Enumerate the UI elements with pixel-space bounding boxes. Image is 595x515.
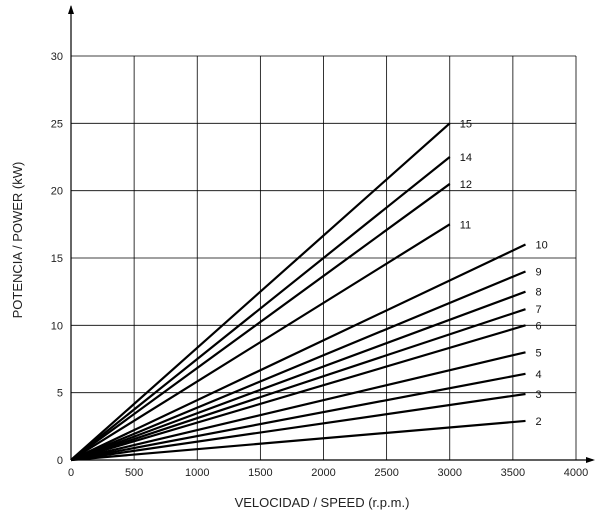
series-line-8 (70, 290, 526, 462)
y-tick-label: 30 (51, 51, 63, 63)
series-label-2: 2 (536, 416, 542, 428)
x-tick-label: 2000 (311, 467, 335, 479)
series-line-2 (70, 419, 526, 462)
x-axis-arrow (586, 457, 595, 463)
y-tick-label: 5 (57, 388, 63, 400)
series-label-4: 4 (536, 369, 542, 381)
x-tick-label: 1000 (185, 467, 209, 479)
series-label-15: 15 (460, 118, 472, 130)
series-label-8: 8 (536, 287, 542, 299)
series-line-7 (70, 308, 526, 462)
series-label-11: 11 (460, 219, 471, 231)
series-line-12 (70, 183, 451, 461)
series-line-5 (70, 351, 526, 462)
series-label-7: 7 (536, 304, 542, 316)
series-label-5: 5 (536, 347, 542, 359)
y-tick-label: 15 (51, 253, 63, 265)
x-tick-label: 3500 (501, 467, 525, 479)
series-label-14: 14 (460, 152, 472, 164)
series-label-6: 6 (536, 320, 542, 332)
y-tick-label: 0 (57, 455, 63, 467)
x-tick-label: 3000 (438, 467, 462, 479)
series-label-10: 10 (536, 240, 548, 252)
x-axis-title: VELOCIDAD / SPEED (r.p.m.) (235, 495, 410, 510)
y-tick-label: 25 (51, 118, 63, 130)
x-tick-label: 4000 (564, 467, 588, 479)
series-label-3: 3 (536, 389, 542, 401)
series-label-9: 9 (536, 266, 542, 278)
series-lines (70, 122, 526, 462)
x-tick-label: 500 (125, 467, 143, 479)
series-line-14 (70, 156, 451, 461)
series-labels: 15 14 12 11 10 9 8 7 6 5 4 3 2 (460, 118, 548, 428)
series-label-12: 12 (460, 179, 472, 191)
series-line-15 (70, 122, 451, 461)
tick-labels: 0 500 1000 1500 2000 2500 3000 3500 4000 0 5 10 15 20… (51, 51, 588, 479)
x-tick-label: 2500 (374, 467, 398, 479)
y-tick-label: 20 (51, 186, 63, 198)
series-line-3 (70, 392, 526, 462)
series-line-9 (70, 270, 526, 462)
series-line-11 (70, 223, 451, 461)
x-tick-label: 0 (68, 467, 74, 479)
series-line-6 (70, 324, 526, 462)
y-axis-title: POTENCIA / POWER (kW) (10, 162, 25, 319)
y-axis-arrow (68, 5, 74, 14)
x-tick-label: 1500 (248, 467, 272, 479)
series-line-10 (70, 243, 526, 461)
axes (68, 5, 595, 463)
y-tick-label: 10 (51, 320, 63, 332)
series-line-4 (70, 372, 526, 462)
